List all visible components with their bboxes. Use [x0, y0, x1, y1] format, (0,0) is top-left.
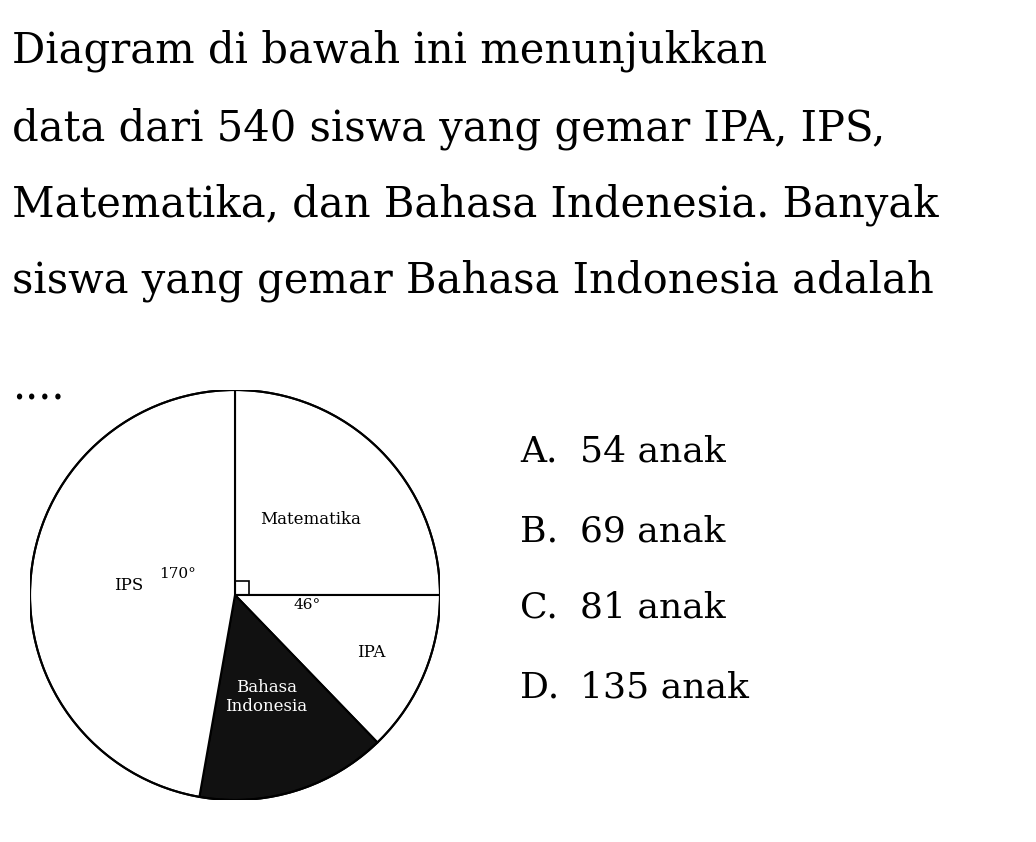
Text: ....: .... [12, 367, 64, 409]
Polygon shape [235, 390, 440, 595]
Text: Matematika, dan Bahasa Indenesia. Banyak: Matematika, dan Bahasa Indenesia. Banyak [12, 184, 939, 226]
Text: 46°: 46° [293, 599, 320, 612]
Polygon shape [235, 595, 440, 743]
Text: C.: C. [520, 590, 557, 624]
Text: A.: A. [520, 435, 557, 469]
Text: 170°: 170° [160, 568, 196, 582]
Text: Diagram di bawah ini menunjukkan: Diagram di bawah ini menunjukkan [12, 30, 767, 72]
Text: data dari 540 siswa yang gemar IPA, IPS,: data dari 540 siswa yang gemar IPA, IPS, [12, 107, 885, 150]
Text: Matematika: Matematika [260, 511, 361, 528]
Text: B.: B. [520, 515, 558, 549]
Text: 135 anak: 135 anak [580, 670, 749, 704]
Text: IPS: IPS [114, 578, 143, 594]
Text: 69 anak: 69 anak [580, 515, 725, 549]
Text: Bahasa
Indonesia: Bahasa Indonesia [225, 679, 308, 715]
Polygon shape [199, 595, 377, 800]
Text: 81 anak: 81 anak [580, 590, 725, 624]
Text: 54 anak: 54 anak [580, 435, 726, 469]
Text: IPA: IPA [356, 644, 385, 661]
Text: D.: D. [520, 670, 559, 704]
Polygon shape [30, 390, 235, 797]
Text: siswa yang gemar Bahasa Indonesia adalah: siswa yang gemar Bahasa Indonesia adalah [12, 260, 933, 302]
